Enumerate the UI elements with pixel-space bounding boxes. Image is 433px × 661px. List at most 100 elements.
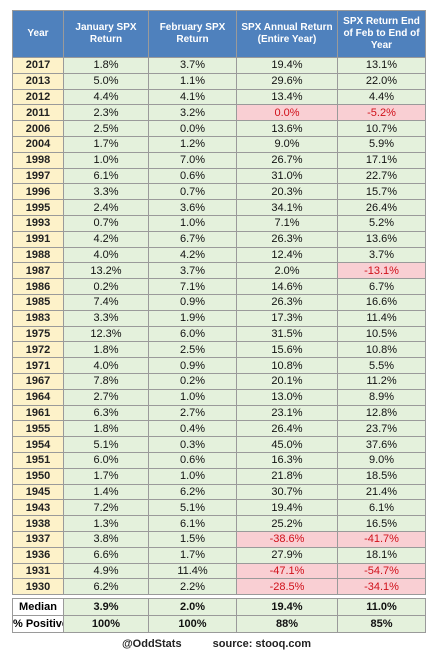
value-cell: 6.7% [148, 230, 237, 248]
summary-row: Median 3.9% 2.0% 19.4% 11.0% [12, 598, 426, 616]
year-cell: 2013 [12, 72, 64, 90]
year-cell: 1954 [12, 436, 64, 453]
value-cell: 0.9% [148, 357, 237, 374]
value-cell: 1.2% [148, 135, 237, 153]
year-cell: 1931 [12, 562, 64, 580]
value-cell: 34.1% [236, 199, 338, 216]
value-cell: 4.0% [63, 357, 149, 374]
value-cell: -38.6% [236, 530, 338, 548]
table-row: 2006 2.5% 0.0% 13.6% 10.7% [12, 120, 426, 137]
year-cell: 1995 [12, 199, 64, 216]
table-row: 2011 2.3% 3.2% 0.0% -5.2% [12, 104, 426, 122]
table-row: 1950 1.7% 1.0% 21.8% 18.5% [12, 467, 426, 485]
year-cell: 2017 [12, 57, 64, 74]
value-cell: 2.0% [236, 262, 338, 280]
value-cell: 0.3% [148, 436, 237, 453]
value-cell: 2.5% [63, 120, 149, 137]
summary-value: 88% [236, 615, 338, 633]
returns-table: Year January SPX Return February SPX Retur… [12, 10, 426, 596]
value-cell: 2.3% [63, 104, 149, 122]
value-cell: 5.5% [337, 357, 426, 374]
year-cell: 1991 [12, 230, 64, 248]
table-row: 1943 7.2% 5.1% 19.4% 6.1% [12, 499, 426, 517]
value-cell: 1.7% [63, 135, 149, 153]
value-cell: 2.7% [148, 404, 237, 422]
value-cell: 31.0% [236, 167, 338, 185]
year-cell: 1945 [12, 483, 64, 501]
value-cell: 26.3% [236, 293, 338, 311]
table-row: 1930 6.2% 2.2% -28.5% -34.1% [12, 578, 426, 596]
value-cell: -28.5% [236, 578, 338, 596]
value-cell: 10.8% [236, 357, 338, 374]
value-cell: 0.7% [148, 183, 237, 201]
value-cell: 0.4% [148, 420, 237, 438]
value-cell: 15.6% [236, 341, 338, 359]
header-cell: January SPX Return [63, 10, 149, 58]
value-cell: 11.2% [337, 372, 426, 390]
year-cell: 2006 [12, 120, 64, 137]
value-cell: 15.7% [337, 183, 426, 201]
value-cell: 13.1% [337, 57, 426, 74]
table-row: 1983 3.3% 1.9% 17.3% 11.4% [12, 309, 426, 327]
year-cell: 1983 [12, 309, 64, 327]
value-cell: 18.5% [337, 467, 426, 485]
summary-value: 85% [337, 615, 426, 633]
value-cell: 1.3% [63, 515, 149, 532]
value-cell: 20.1% [236, 372, 338, 390]
year-cell: 1961 [12, 404, 64, 422]
value-cell: 6.2% [63, 578, 149, 596]
value-cell: 6.0% [63, 451, 149, 469]
table-row: 2012 4.4% 4.1% 13.4% 4.4% [12, 88, 426, 106]
value-cell: 0.0% [148, 120, 237, 137]
value-cell: 29.6% [236, 72, 338, 90]
year-cell: 1964 [12, 388, 64, 406]
year-cell: 1951 [12, 451, 64, 469]
value-cell: 0.7% [63, 214, 149, 232]
value-cell: 4.4% [63, 88, 149, 106]
value-cell: 1.0% [148, 388, 237, 406]
value-cell: 6.6% [63, 546, 149, 564]
year-cell: 1996 [12, 183, 64, 201]
table-row: 2017 1.8% 3.7% 19.4% 13.1% [12, 57, 426, 74]
year-cell: 2012 [12, 88, 64, 106]
table-row: 1988 4.0% 4.2% 12.4% 3.7% [12, 246, 426, 264]
year-cell: 2011 [12, 104, 64, 122]
header-cell: SPX Return End of Feb to End of Year [337, 10, 426, 58]
value-cell: 26.7% [236, 151, 338, 169]
value-cell: 5.0% [63, 72, 149, 90]
value-cell: 1.0% [63, 151, 149, 169]
table-row: 1996 3.3% 0.7% 20.3% 15.7% [12, 183, 426, 201]
summary-value: 19.4% [236, 598, 338, 616]
handle: @OddStats [121, 638, 182, 650]
summary-row: % Positive 100% 100% 88% 85% [12, 615, 426, 633]
table-row: 1986 0.2% 7.1% 14.6% 6.7% [12, 278, 426, 295]
source: source: stooq.com [212, 638, 312, 650]
year-cell: 1943 [12, 499, 64, 517]
year-cell: 1938 [12, 515, 64, 532]
year-cell: 1986 [12, 278, 64, 295]
value-cell: 6.7% [337, 278, 426, 295]
value-cell: 6.2% [148, 483, 237, 501]
header-cell: February SPX Return [148, 10, 237, 58]
value-cell: 22.7% [337, 167, 426, 185]
table-row: 1997 6.1% 0.6% 31.0% 22.7% [12, 167, 426, 185]
value-cell: 26.4% [337, 199, 426, 216]
table-row: 1991 4.2% 6.7% 26.3% 13.6% [12, 230, 426, 248]
year-cell: 1971 [12, 357, 64, 374]
value-cell: 17.3% [236, 309, 338, 327]
year-cell: 1975 [12, 325, 64, 343]
value-cell: 23.7% [337, 420, 426, 438]
value-cell: 6.1% [337, 499, 426, 517]
value-cell: 25.2% [236, 515, 338, 532]
table-body: 2017 1.8% 3.7% 19.4% 13.1% 2013 5.0% 1.1% 29.6% 2… [12, 57, 426, 596]
year-cell: 1967 [12, 372, 64, 390]
table-row: 1931 4.9% 11.4% -47.1% -54.7% [12, 562, 426, 580]
footer: @OddStats source: stooq.com [0, 638, 433, 650]
value-cell: 6.1% [63, 167, 149, 185]
table-row: 2013 5.0% 1.1% 29.6% 22.0% [12, 72, 426, 90]
summary-value: 100% [63, 615, 149, 633]
value-cell: 3.7% [148, 57, 237, 74]
value-cell: 2.5% [148, 341, 237, 359]
value-cell: -34.1% [337, 578, 426, 596]
value-cell: 30.7% [236, 483, 338, 501]
